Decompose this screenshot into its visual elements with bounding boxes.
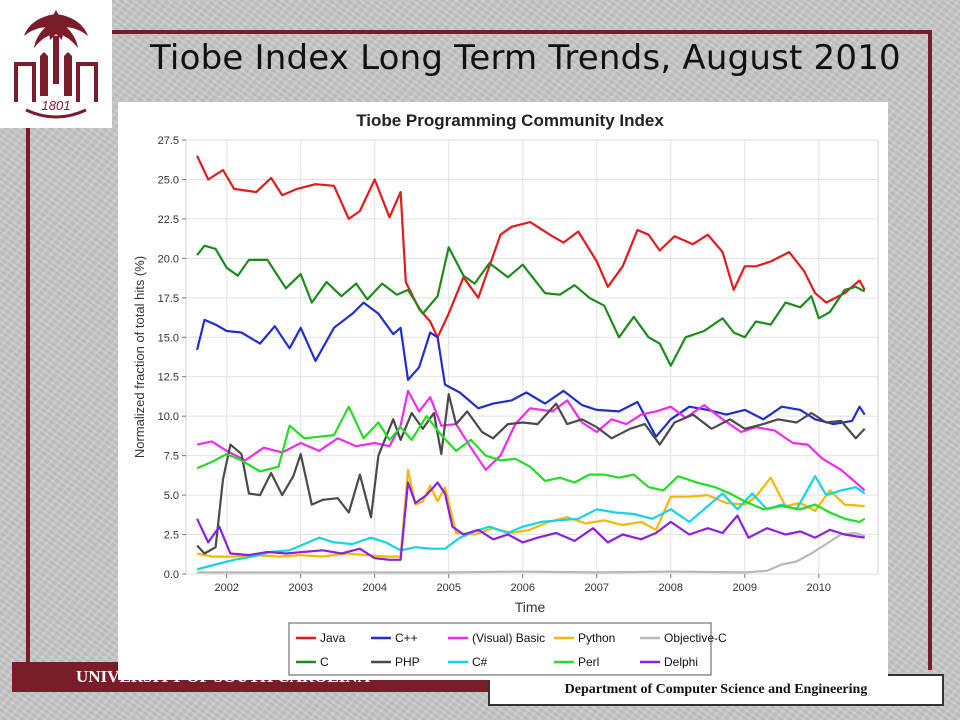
- x-tick-label: 2008: [659, 582, 683, 594]
- legend-label: C: [320, 655, 329, 669]
- x-tick-label: 2007: [585, 582, 609, 594]
- frame-top-line: [26, 30, 932, 34]
- y-tick-label: 25.0: [158, 174, 179, 186]
- legend-label: Python: [578, 631, 615, 645]
- x-tick-label: 2010: [807, 582, 831, 594]
- logo-year: 1801: [42, 98, 71, 113]
- legend-label: PHP: [395, 655, 420, 669]
- legend-label: Java: [320, 631, 346, 645]
- y-tick-label: 15.0: [158, 332, 179, 344]
- series-line-php: [196, 393, 866, 555]
- frame-right-line: [928, 30, 932, 670]
- y-tick-label: 7.5: [164, 451, 179, 463]
- series-line-perl: [196, 405, 866, 523]
- legend-label: C++: [395, 631, 418, 645]
- tiobe-line-chart: Tiobe Programming Community Index 0.0 2.5…: [118, 102, 888, 680]
- legend-label: Objective-C: [664, 631, 727, 645]
- y-tick-label: 27.5: [158, 135, 179, 147]
- grid-lines: [182, 139, 878, 578]
- x-tick-label: 2009: [733, 582, 757, 594]
- series-lines: [196, 155, 866, 574]
- y-tick-label: 10.0: [158, 411, 179, 423]
- palmetto-logo-icon: 1801: [14, 10, 98, 119]
- frame-left-line: [26, 30, 30, 670]
- chart-panel: Tiobe Programming Community Index 0.0 2.5…: [118, 102, 888, 680]
- x-tick-label: 2003: [288, 582, 312, 594]
- y-tick-label: 2.5: [164, 530, 179, 542]
- plot-area: [185, 139, 879, 575]
- legend-label: Perl: [578, 655, 599, 669]
- x-tick-label: 2004: [362, 582, 386, 594]
- legend-label: C#: [472, 655, 488, 669]
- university-logo: 1801: [0, 0, 112, 128]
- y-tick-label: 0.0: [164, 569, 179, 581]
- chart-title: Tiobe Programming Community Index: [356, 111, 664, 130]
- x-tick-label: 2005: [436, 582, 460, 594]
- series-line-visual-basic: [196, 389, 866, 492]
- series-line-java: [196, 155, 866, 339]
- x-tick-labels: 2002 2003 2004 2005 2006 2007 2008 2009 2010: [214, 582, 831, 594]
- legend-label: (Visual) Basic: [472, 631, 545, 645]
- series-line-delphi: [196, 481, 865, 561]
- y-tick-labels: 0.0 2.5 5.0 7.5 10.0 12.5 15.0 17.5 20.0 22.5 25.0…: [158, 135, 179, 581]
- y-tick-label: 20.0: [158, 253, 179, 265]
- y-tick-label: 5.0: [164, 490, 179, 502]
- y-axis-label: Normalized fraction of total hits (%): [132, 256, 147, 458]
- x-tick-label: 2006: [511, 582, 535, 594]
- legend: Java C++ (Visual) Basic Python Objective-C C P…: [296, 631, 727, 669]
- y-tick-label: 12.5: [158, 372, 179, 384]
- y-tick-label: 22.5: [158, 214, 179, 226]
- series-line-cplusplus: [196, 301, 866, 438]
- series-line-c: [196, 244, 866, 367]
- legend-box: [288, 622, 712, 676]
- x-tick-label: 2002: [214, 582, 238, 594]
- y-tick-label: 17.5: [158, 293, 179, 305]
- legend-label: Delphi: [664, 655, 698, 669]
- x-axis-label: Time: [515, 599, 546, 615]
- slide-title: Tiobe Index Long Term Trends, August 201…: [150, 38, 901, 78]
- series-line-objective-c: [197, 531, 866, 574]
